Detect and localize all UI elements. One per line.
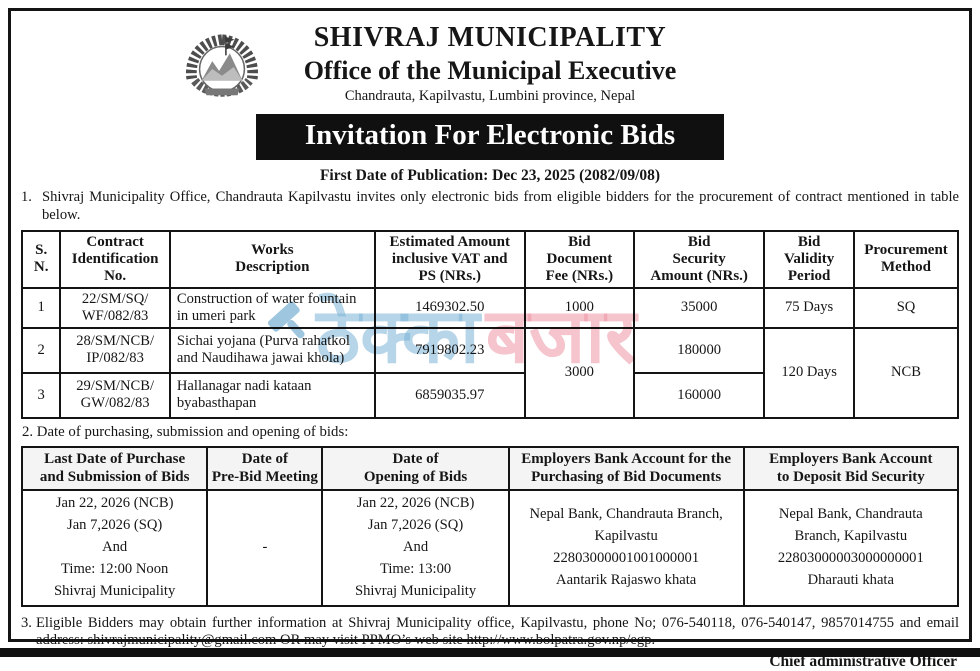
- paragraph-1-number: 1.: [21, 189, 32, 205]
- publication-date-line: First Date of Publication: Dec 23, 2025 …: [319, 167, 661, 184]
- row2-3-method-merged: NCB: [853, 326, 959, 419]
- col-contract-id: Contract Identification No.: [59, 229, 171, 289]
- col-bid-document-fee: Bid Document Fee (NRs.): [523, 229, 636, 289]
- bank-account-purchase-value: Nepal Bank, Chandrauta Branch, Kapilvast…: [507, 489, 745, 607]
- row2-sn: 2: [20, 326, 62, 374]
- col-bank-account-security: Employers Bank Account to Deposit Bid Se…: [742, 445, 960, 492]
- schedule-table: Last Date of Purchase and Submission of …: [20, 445, 960, 607]
- col-bid-validity: Bid Validity Period: [763, 229, 856, 289]
- row1-security: 35000: [633, 286, 766, 329]
- row2-3-validity-merged: 120 Days: [763, 326, 856, 419]
- purchase-submission-dates: Jan 22, 2026 (NCB) Jan 7,2026 (SQ) And T…: [20, 489, 209, 607]
- nepal-coat-of-arms-logo: [186, 34, 258, 97]
- row1-contract-id: 22/SM/SQ/ WF/082/83: [59, 286, 171, 329]
- col-sn: S. N.: [20, 229, 62, 289]
- row2-3-fee-merged: 3000: [523, 326, 636, 419]
- document-header: SHIVRAJ MUNICIPALITY Office of the Munic…: [21, 22, 959, 105]
- municipality-title: SHIVRAJ MUNICIPALITY: [313, 22, 667, 53]
- row1-validity: 75 Days: [763, 286, 856, 329]
- row3-security: 160000: [633, 371, 766, 419]
- paragraph-3: 3. Eligible Bidders may obtain further in…: [21, 615, 959, 651]
- bids-row-1: 1 22/SM/SQ/ WF/082/83 Construction of wa…: [20, 286, 959, 329]
- row3-description: Hallanagar nadi kataan byabasthapan: [168, 371, 376, 419]
- schedule-data-row: Jan 22, 2026 (NCB) Jan 7,2026 (SQ) And T…: [20, 489, 960, 607]
- paragraph-3-text: Eligible Bidders may obtain further info…: [36, 614, 959, 649]
- invitation-banner: Invitation For Electronic Bids: [256, 114, 724, 160]
- col-estimated-amount: Estimated Amount inclusive VAT and PS (N…: [373, 229, 526, 289]
- row3-sn: 3: [20, 371, 62, 419]
- col-bank-account-purchase: Employers Bank Account for the Purchasin…: [507, 445, 745, 492]
- row3-contract-id: 29/SM/NCB/ GW/082/83: [59, 371, 171, 419]
- bank-account-security-value: Nepal Bank, Chandrauta Branch, Kapilvast…: [742, 489, 960, 607]
- opening-dates: Jan 22, 2026 (NCB) Jan 7,2026 (SQ) And T…: [321, 489, 510, 607]
- row2-description: Sichai yojana (Purva rahatkol and Naudih…: [168, 326, 376, 374]
- col-prebid-meeting: Date of Pre-Bid Meeting: [206, 445, 324, 492]
- col-last-date-purchase: Last Date of Purchase and Submission of …: [20, 445, 209, 492]
- bids-table: S. N. Contract Identification No. Works …: [20, 229, 959, 419]
- col-works-description: Works Description: [168, 229, 376, 289]
- banner-row: Invitation For Electronic Bids: [21, 114, 959, 160]
- address-line: Chandrauta, Kapilvastu, Lumbini province…: [344, 88, 636, 104]
- bids-header-row: S. N. Contract Identification No. Works …: [20, 229, 959, 289]
- row2-contract-id: 28/SM/NCB/ IP/082/83: [59, 326, 171, 374]
- schedule-header-row: Last Date of Purchase and Submission of …: [20, 445, 960, 492]
- paragraph-1: 1. Shivraj Municipality Office, Chandraut…: [21, 189, 959, 225]
- document-frame: SHIVRAJ MUNICIPALITY Office of the Munic…: [8, 8, 972, 670]
- row1-description: Construction of water fountain in umeri …: [168, 286, 376, 329]
- row2-amount: 7919802.23: [373, 326, 526, 374]
- bids-row-2: 2 28/SM/NCB/ IP/082/83 Sichai yojana (Pu…: [20, 326, 959, 419]
- row1-method: SQ: [853, 286, 959, 329]
- row1-amount: 1469302.50: [373, 286, 526, 329]
- bottom-black-bar: [0, 648, 980, 657]
- bids-row-3: 3 29/SM/NCB/ GW/082/83 Hallanagar nadi k…: [20, 371, 958, 419]
- paragraph-1-text: Shivraj Municipality Office, Chandrauta …: [42, 189, 959, 223]
- paragraph-3-number: 3.: [21, 614, 32, 631]
- col-bid-security: Bid Security Amount (NRs.): [633, 229, 766, 289]
- row1-sn: 1: [20, 286, 62, 329]
- col-procurement-method: Procurement Method: [853, 229, 959, 289]
- office-title: Office of the Municipal Executive: [303, 56, 677, 85]
- prebid-meeting-value: -: [206, 489, 324, 607]
- row2-security: 180000: [633, 326, 766, 374]
- section-2-heading: 2. Date of purchasing, submission and op…: [22, 423, 349, 440]
- col-opening-of-bids: Date of Opening of Bids: [321, 445, 510, 492]
- row1-fee: 1000: [523, 286, 636, 329]
- row3-amount: 6859035.97: [373, 371, 526, 419]
